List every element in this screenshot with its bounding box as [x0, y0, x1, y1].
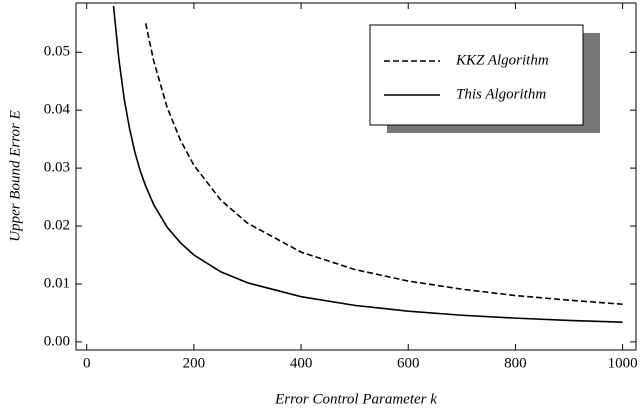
x-tick-label: 800 — [504, 355, 527, 371]
x-tick-label: 0 — [83, 355, 91, 371]
x-tick-label: 1000 — [608, 355, 638, 371]
y-tick-label: 0.04 — [44, 102, 71, 118]
legend-label: KKZ Algorithm — [455, 52, 549, 68]
legend-label: This Algorithm — [456, 86, 546, 102]
x-tick-label: 600 — [397, 355, 420, 371]
y-tick-label: 0.02 — [44, 217, 70, 233]
y-axis-label: Upper Bound Error E — [7, 110, 23, 242]
series-line — [144, 23, 623, 306]
x-tick-label: 400 — [290, 355, 313, 371]
y-tick-label: 0.05 — [44, 44, 70, 60]
plot-frame — [75, 2, 637, 351]
y-tick-label: 0.00 — [44, 333, 70, 349]
y-tick-label: 0.03 — [44, 160, 70, 176]
series-line — [112, 5, 623, 323]
x-axis-label: Error Control Parameter k — [274, 391, 437, 407]
x-tick-label: 200 — [183, 355, 206, 371]
y-tick-label: 0.01 — [44, 275, 70, 291]
legend-box — [369, 24, 584, 126]
